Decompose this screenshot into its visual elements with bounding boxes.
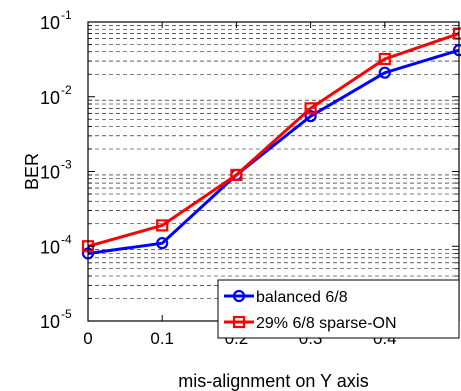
y-tick-label: 10 bbox=[40, 312, 60, 332]
legend-box bbox=[217, 279, 460, 339]
data-point bbox=[230, 168, 243, 182]
data-point bbox=[304, 102, 317, 115]
x-tick-label: 0 bbox=[83, 329, 92, 348]
data-point bbox=[378, 66, 391, 79]
axis-ticks bbox=[87, 21, 459, 322]
x-axis-label: mis-alignment on Y axis bbox=[178, 371, 368, 391]
legend-marker bbox=[232, 289, 246, 303]
series-line bbox=[87, 32, 460, 248]
y-tick-label: 10 bbox=[40, 88, 60, 108]
y-axis-label: BER bbox=[22, 153, 42, 190]
x-tick-label: 0.1 bbox=[150, 329, 174, 348]
y-tick-exponent: -1 bbox=[61, 8, 72, 22]
series-2 bbox=[81, 27, 461, 253]
y-tick-label: 10 bbox=[40, 237, 60, 257]
data-point bbox=[156, 237, 169, 250]
data-point bbox=[378, 52, 391, 66]
grid-lines bbox=[88, 25, 459, 299]
series-1 bbox=[81, 44, 461, 260]
legend-marker bbox=[232, 315, 246, 329]
y-tick-label: 10 bbox=[40, 13, 60, 33]
legend-entry: 29% 6/8 sparse-ON bbox=[224, 315, 397, 332]
legend-label: balanced 6/8 bbox=[256, 289, 348, 306]
y-tick-exponent: -3 bbox=[61, 158, 72, 172]
y-tick-label: 10 bbox=[40, 163, 60, 183]
y-tick-exponent: -4 bbox=[61, 232, 72, 246]
legend-entry: balanced 6/8 bbox=[224, 289, 348, 306]
series-line bbox=[87, 48, 460, 255]
data-point bbox=[304, 110, 317, 123]
y-tick-exponent: -2 bbox=[61, 83, 72, 97]
series-layer bbox=[81, 27, 461, 260]
data-point bbox=[156, 219, 169, 232]
legend-label: 29% 6/8 sparse-ON bbox=[256, 315, 397, 332]
legend: balanced 6/8 29% 6/8 sparse-ON bbox=[217, 279, 460, 339]
y-tick-exponent: -5 bbox=[61, 307, 72, 321]
